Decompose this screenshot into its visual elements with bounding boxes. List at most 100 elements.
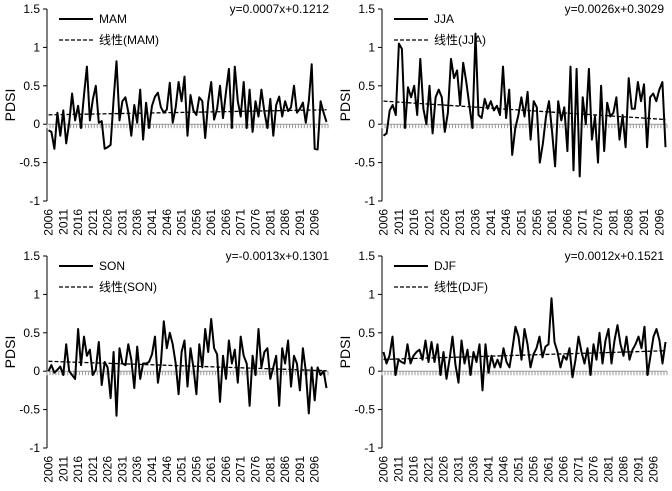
data-point: [511, 154, 513, 156]
data-point: [180, 351, 182, 353]
x-tick-label: 2076: [587, 456, 601, 483]
data-point: [394, 374, 396, 376]
data-point: [431, 132, 433, 134]
data-point: [74, 378, 76, 380]
data-point: [409, 362, 411, 364]
data-point: [104, 148, 106, 150]
data-point: [177, 81, 179, 83]
x-tick-label: 2056: [189, 209, 203, 236]
data-point: [637, 335, 639, 337]
data-point: [425, 123, 427, 125]
data-point: [612, 112, 614, 114]
data-point: [419, 58, 421, 60]
data-point: [207, 101, 209, 103]
data-point: [56, 112, 58, 114]
data-point: [520, 359, 522, 361]
data-point: [269, 98, 271, 100]
data-point: [493, 366, 495, 368]
data-point: [477, 114, 479, 116]
x-tick-label: 2016: [71, 456, 85, 483]
data-point: [92, 374, 94, 376]
data-point: [532, 353, 534, 355]
data-point: [646, 374, 648, 376]
data-point: [136, 122, 138, 124]
data-point: [460, 339, 462, 341]
data-point: [251, 355, 253, 357]
x-tick-label: 2026: [101, 209, 115, 236]
data-point: [554, 165, 556, 167]
data-point: [319, 374, 321, 376]
data-point: [448, 359, 450, 361]
x-tick-label: 2076: [249, 456, 263, 483]
x-tick-label: 2041: [145, 209, 159, 236]
data-point: [311, 63, 313, 65]
x-tick-label: 2081: [606, 209, 620, 236]
data-point: [588, 68, 590, 70]
data-point: [462, 62, 464, 64]
y-axis-title: PDSI: [337, 336, 353, 369]
x-tick-label: 2051: [175, 209, 189, 236]
data-point: [183, 75, 185, 77]
data-point: [424, 339, 426, 341]
data-point: [382, 135, 384, 137]
data-point: [284, 362, 286, 364]
data-point: [92, 98, 94, 100]
data-point: [624, 146, 626, 148]
data-point: [157, 382, 159, 384]
data-point: [180, 100, 182, 102]
data-point: [160, 362, 162, 364]
trend-equation: y=0.0007x+0.1212: [230, 2, 330, 16]
x-tick-label: 2011: [56, 456, 70, 482]
data-point: [508, 88, 510, 90]
data-point: [465, 81, 467, 83]
data-point: [634, 108, 636, 110]
data-point: [139, 88, 141, 90]
data-point: [53, 372, 55, 374]
data-point: [101, 120, 103, 122]
data-point: [296, 112, 298, 114]
data-point: [606, 102, 608, 104]
data-point: [219, 401, 221, 403]
data-point: [649, 355, 651, 357]
x-tick-label: 2056: [189, 456, 203, 483]
data-point: [201, 100, 203, 102]
data-point: [643, 83, 645, 85]
data-point: [231, 362, 233, 364]
data-point: [652, 335, 654, 337]
data-point: [496, 359, 498, 361]
x-tick-label: 2091: [293, 456, 307, 483]
data-point: [406, 343, 408, 345]
data-point: [436, 343, 438, 345]
x-tick-label: 2071: [576, 209, 590, 236]
legend-trend-label: 线性(MAM): [99, 33, 159, 47]
data-point: [582, 96, 584, 98]
data-point: [484, 98, 486, 100]
data-point: [566, 150, 568, 152]
data-point: [77, 328, 79, 330]
x-tick-label: 2021: [86, 456, 100, 483]
data-point: [529, 366, 531, 368]
x-tick-label: 2046: [160, 209, 174, 236]
data-point: [228, 68, 230, 70]
data-point: [646, 146, 648, 148]
data-point: [293, 85, 295, 87]
x-tick-label: 2091: [632, 456, 646, 483]
data-point: [579, 175, 581, 177]
data-point: [163, 112, 165, 114]
data-point: [595, 359, 597, 361]
data-point: [542, 142, 544, 144]
x-tick-label: 2036: [468, 209, 482, 236]
data-point: [148, 127, 150, 129]
data-point: [565, 359, 567, 361]
data-point: [547, 343, 549, 345]
data-point: [177, 393, 179, 395]
data-point: [544, 345, 546, 347]
data-point: [80, 127, 82, 129]
data-point: [583, 362, 585, 364]
data-point: [263, 111, 265, 113]
data-point: [308, 412, 310, 414]
data-point: [175, 106, 177, 108]
data-point: [457, 382, 459, 384]
data-point: [621, 114, 623, 116]
data-point: [410, 96, 412, 98]
